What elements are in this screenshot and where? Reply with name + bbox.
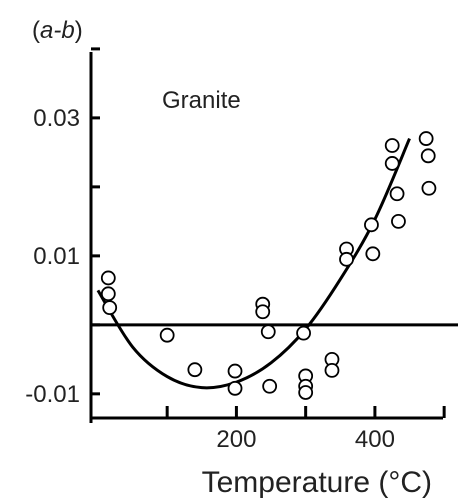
granite-annotation: Granite: [162, 87, 241, 114]
x-tick-label: 400: [355, 426, 395, 453]
y-tick-label: 0.01: [33, 243, 80, 270]
chart-labels: (a-b) Granite Temperature (°C): [32, 17, 432, 499]
data-point: [339, 251, 354, 267]
data-point: [389, 186, 405, 202]
data-point: [384, 138, 400, 153]
data-point: [227, 380, 243, 396]
data-point: [100, 270, 116, 286]
data-point: [365, 246, 381, 262]
x-axis-label: Temperature (°C): [202, 466, 432, 499]
data-point: [324, 362, 340, 378]
data-point: [100, 286, 116, 302]
data-point: [262, 378, 278, 394]
y-tick-label: 0.03: [33, 105, 80, 132]
data-point: [420, 148, 436, 164]
fit-curve-group: [96, 137, 411, 390]
data-point: [298, 385, 314, 400]
data-point: [296, 325, 311, 341]
data-point: [187, 362, 203, 378]
data-point: [384, 156, 400, 171]
y-tick-label: -0.01: [25, 381, 80, 408]
data-point: [391, 213, 406, 229]
x-tick-label: 200: [216, 426, 256, 453]
data-point: [159, 327, 175, 343]
axes: -0.01 0.01 0.03 200 400: [25, 47, 446, 453]
data-point: [421, 180, 437, 196]
data-point: [260, 324, 276, 340]
data-point: [102, 300, 118, 316]
fit-curve: [96, 137, 411, 390]
data-points: [100, 131, 437, 400]
data-point: [364, 217, 379, 233]
data-point: [255, 304, 271, 320]
data-point: [227, 363, 243, 379]
data-point: [418, 131, 434, 146]
y-axis-label: (a-b): [32, 17, 83, 44]
